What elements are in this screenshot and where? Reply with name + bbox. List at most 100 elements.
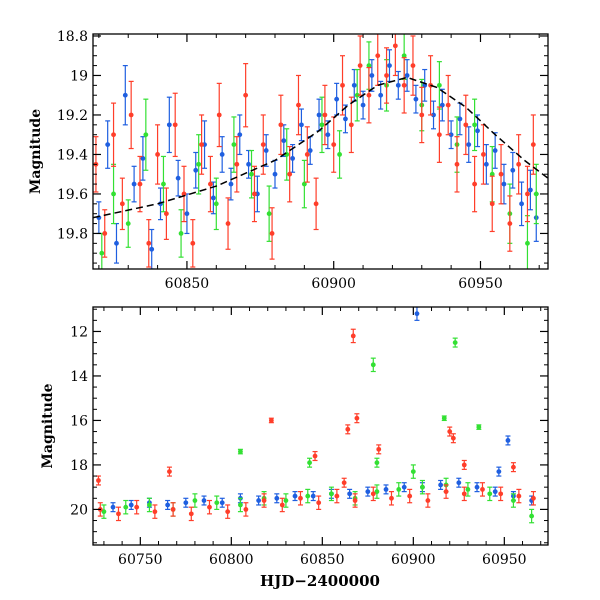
bottom-x-tick-label-4: 60950 xyxy=(482,552,527,568)
top-red-point-5 xyxy=(137,181,143,187)
top-blue-point-27 xyxy=(334,96,340,102)
top-red-point-36 xyxy=(410,63,416,68)
bottom-red-point-12 xyxy=(316,500,322,506)
bottom-plot-area xyxy=(95,307,536,524)
bottom-green-point-10 xyxy=(329,491,334,497)
bottom-green-point-1 xyxy=(123,504,129,510)
bottom-red-point-3 xyxy=(152,509,158,515)
top-plot-frame xyxy=(92,33,549,270)
bottom-red-point-23 xyxy=(516,493,522,499)
bottom-blue-point-19 xyxy=(456,480,462,486)
top-green-point-25 xyxy=(525,240,530,246)
bottom-green-point-9 xyxy=(305,493,311,499)
bottom-blue-point-13 xyxy=(347,491,353,497)
top-blue-point-28 xyxy=(343,116,348,122)
top-plot-area xyxy=(93,34,548,269)
bottom-green-point-21 xyxy=(370,362,376,368)
top-blue-point-39 xyxy=(439,102,445,108)
top-green-point-13 xyxy=(319,122,325,128)
bottom-red-point-28 xyxy=(312,453,318,459)
top-blue-point-47 xyxy=(510,167,516,173)
bottom-red-point-26 xyxy=(167,469,172,474)
top-red-point-16 xyxy=(234,161,240,167)
top-x-tick-label-1: 60900 xyxy=(311,276,356,292)
top-red-point-25 xyxy=(313,201,319,207)
bottom-green-point-17 xyxy=(487,491,493,497)
bottom-red-point-10 xyxy=(279,502,285,508)
top-blue-point-5 xyxy=(140,156,146,161)
top-green-point-8 xyxy=(231,142,237,147)
bottom-green-point-25 xyxy=(374,460,380,466)
bottom-axes: 60750 60800 60850 60900 60950 12 14 16 18 20 xyxy=(70,307,548,568)
top-red-point-26 xyxy=(322,112,328,118)
top-blue-point-43 xyxy=(475,128,480,134)
top-green-point-15 xyxy=(354,92,360,98)
bottom-green-point-26 xyxy=(307,460,312,466)
top-blue-point-34 xyxy=(395,82,401,88)
bottom-blue-point-9 xyxy=(274,495,280,501)
top-red-point-34 xyxy=(392,43,398,49)
bottom-green-point-24 xyxy=(238,449,243,454)
top-red-point-12 xyxy=(199,142,205,147)
top-axes: 60850 60900 60950 18.8 19 19.2 19.4 19.6 19.8 xyxy=(57,29,548,292)
top-red-point-50 xyxy=(530,142,536,147)
bottom-red-point-15 xyxy=(370,491,376,497)
bottom-green-point-5 xyxy=(214,500,220,506)
top-blue-point-35 xyxy=(404,73,410,78)
top-blue-point-14 xyxy=(219,152,225,157)
bottom-y-tick-label-1: 14 xyxy=(70,369,88,385)
bottom-red-point-22 xyxy=(498,491,504,497)
top-red-point-35 xyxy=(401,82,407,88)
top-green-point-9 xyxy=(249,171,254,177)
top-blue-point-10 xyxy=(184,211,190,217)
top-blue-point-38 xyxy=(431,112,436,118)
top-blue-point-6 xyxy=(149,246,155,252)
bottom-red-point-20 xyxy=(461,491,467,497)
top-red-point-9 xyxy=(172,122,178,128)
bottom-red-point-29 xyxy=(345,426,351,432)
top-green-point-23 xyxy=(489,171,495,177)
top-y-tick-label-4: 19.6 xyxy=(57,187,88,203)
top-blue-point-30 xyxy=(360,102,366,108)
top-y-tick-label-3: 19.4 xyxy=(57,147,88,163)
bottom-red-point-18 xyxy=(425,498,431,503)
bottom-series-red xyxy=(95,328,536,522)
top-red-point-46 xyxy=(498,171,504,177)
top-red-point-27 xyxy=(331,142,337,147)
bottom-red-point-2 xyxy=(134,504,140,510)
top-green-point-10 xyxy=(266,211,272,217)
top-red-point-21 xyxy=(278,122,284,128)
top-red-point-2 xyxy=(111,132,116,138)
top-red-point-7 xyxy=(155,152,160,157)
top-red-point-41 xyxy=(454,161,460,167)
bottom-red-point-36 xyxy=(511,464,516,470)
top-red-point-8 xyxy=(163,211,169,217)
bottom-green-point-19 xyxy=(529,513,535,519)
top-red-point-44 xyxy=(481,152,486,157)
top-blue-point-40 xyxy=(448,132,454,138)
bottom-red-point-30 xyxy=(350,333,356,339)
top-blue-point-42 xyxy=(466,142,472,147)
top-red-point-43 xyxy=(472,181,478,187)
top-green-point-26 xyxy=(533,191,539,197)
bottom-red-point-9 xyxy=(261,498,267,503)
top-green-point-3 xyxy=(143,132,149,138)
top-green-point-5 xyxy=(178,231,184,236)
bottom-blue-point-16 xyxy=(401,484,407,490)
top-red-point-29 xyxy=(348,122,354,128)
top-red-point-45 xyxy=(489,201,495,207)
bottom-green-point-23 xyxy=(476,424,482,430)
top-green-point-22 xyxy=(472,122,478,128)
bottom-green-point-20 xyxy=(452,340,458,345)
top-red-point-6 xyxy=(146,240,152,246)
top-red-point-32 xyxy=(375,53,381,59)
bottom-blue-point-25 xyxy=(505,438,511,443)
bottom-series-green xyxy=(101,337,535,524)
top-blue-point-29 xyxy=(351,82,357,88)
bottom-red-point-17 xyxy=(407,493,413,499)
bottom-blue-point-5 xyxy=(201,498,207,503)
top-blue-point-32 xyxy=(378,92,384,98)
top-blue-point-15 xyxy=(228,181,234,187)
top-green-point-20 xyxy=(436,82,442,88)
bottom-red-point-7 xyxy=(225,509,231,515)
